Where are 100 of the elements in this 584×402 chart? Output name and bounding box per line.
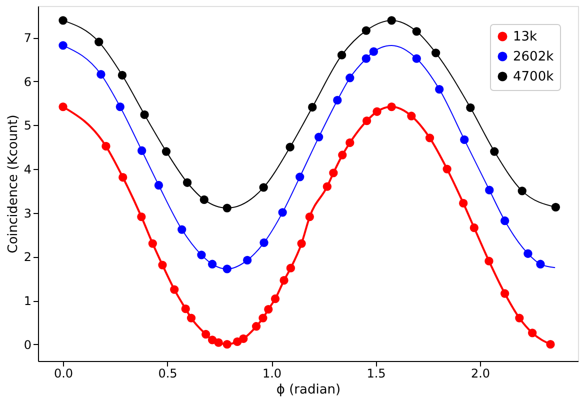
legend-label: 13k	[513, 30, 538, 44]
point	[140, 110, 149, 120]
point	[412, 27, 421, 36]
point	[118, 173, 128, 182]
point	[297, 239, 306, 248]
point	[222, 204, 232, 212]
point	[222, 264, 232, 274]
point	[148, 239, 157, 248]
y-tick-label: 7	[24, 31, 32, 46]
point	[528, 328, 537, 338]
point	[322, 182, 332, 191]
point	[264, 304, 273, 314]
point	[305, 212, 314, 222]
y-tick-label: 6	[24, 74, 32, 89]
point	[158, 260, 167, 270]
point	[490, 147, 499, 156]
y-tick-label: 4	[24, 162, 32, 177]
x-tick-label: 0.0	[54, 366, 74, 380]
point	[200, 195, 208, 204]
point	[369, 47, 378, 56]
point	[314, 132, 324, 142]
point	[181, 304, 190, 314]
point	[387, 102, 396, 112]
point	[58, 102, 68, 112]
point	[162, 147, 171, 156]
point	[346, 74, 354, 82]
point	[466, 103, 475, 112]
point	[425, 134, 434, 142]
y-tick-label: 1	[24, 294, 32, 308]
y-tick-label: 5	[24, 118, 32, 133]
point	[484, 256, 494, 266]
point	[286, 142, 294, 152]
x-tick-label: 1.5	[366, 366, 386, 380]
point	[182, 178, 192, 187]
point	[138, 146, 146, 155]
point	[460, 135, 469, 144]
point	[260, 238, 268, 247]
point	[500, 216, 510, 226]
point	[551, 202, 560, 212]
point	[362, 54, 370, 63]
legend-label: 2602k	[513, 50, 554, 64]
point	[116, 102, 124, 112]
point	[442, 164, 452, 174]
point	[333, 96, 342, 105]
point	[118, 70, 127, 80]
point	[154, 180, 164, 190]
point	[431, 48, 440, 58]
point	[222, 340, 232, 349]
point	[329, 168, 338, 178]
point	[243, 256, 252, 265]
point	[407, 112, 416, 120]
x-tick-label: 2.0	[470, 366, 490, 380]
point	[518, 186, 526, 196]
point	[337, 50, 346, 60]
y-tick-label: 0	[24, 338, 32, 352]
y-tick-label: 2	[24, 250, 32, 264]
point	[202, 330, 210, 339]
point	[270, 294, 280, 304]
point	[524, 249, 532, 258]
y-axis-title: Coincidence (Kcount)	[6, 114, 21, 254]
point	[278, 208, 287, 217]
point	[515, 314, 524, 322]
point	[137, 212, 146, 222]
point	[214, 338, 223, 347]
x-axis-title: ϕ (radian)	[276, 382, 341, 398]
point	[186, 314, 196, 322]
point	[197, 250, 206, 260]
point	[208, 260, 217, 268]
point	[58, 16, 68, 25]
point	[372, 107, 382, 116]
point	[459, 198, 468, 208]
point	[308, 102, 317, 112]
point	[239, 334, 248, 343]
point	[500, 289, 510, 298]
point	[58, 41, 68, 50]
point	[252, 322, 261, 331]
legend-label: 4700k	[513, 70, 554, 84]
point	[362, 26, 370, 35]
point	[280, 276, 288, 285]
point	[470, 223, 478, 232]
point	[435, 84, 444, 94]
point	[546, 340, 555, 349]
point	[94, 38, 104, 46]
point	[346, 138, 354, 148]
point	[170, 285, 179, 294]
point	[485, 186, 494, 194]
y-tick-label: 3	[24, 206, 32, 220]
point	[259, 183, 268, 192]
point	[338, 150, 347, 160]
point	[178, 225, 186, 234]
point	[102, 142, 110, 151]
point	[412, 54, 421, 63]
point	[362, 116, 372, 126]
point	[258, 314, 268, 322]
x-tick-label: 0.5	[158, 366, 178, 380]
point	[536, 260, 545, 268]
point	[96, 70, 106, 79]
point	[387, 16, 396, 25]
point	[286, 264, 296, 272]
x-tick-label: 1.0	[262, 366, 282, 380]
